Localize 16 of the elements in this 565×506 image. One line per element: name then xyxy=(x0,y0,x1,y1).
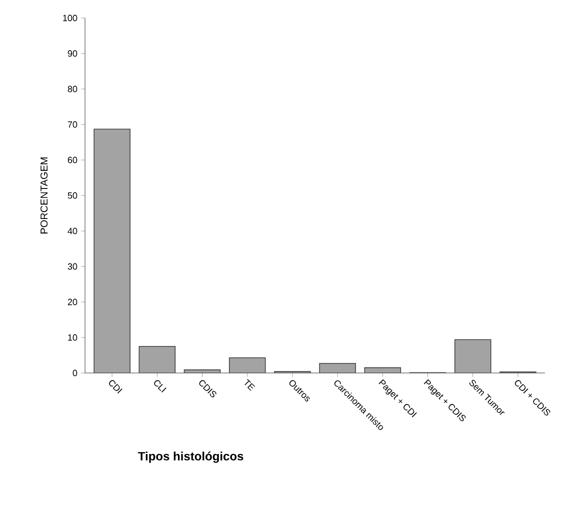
y-tick-label: 0 xyxy=(72,370,78,376)
x-axis-title: Tipos histológicos xyxy=(138,452,244,463)
y-tick-label: 60 xyxy=(68,156,78,164)
y-tick-label: 20 xyxy=(68,298,78,306)
y-tick-label: 70 xyxy=(68,121,78,128)
y-tick-label: 30 xyxy=(68,263,78,270)
y-tick-label: 10 xyxy=(68,334,78,341)
x-tick-label: TE xyxy=(244,378,256,391)
y-axis-title: PORCENTAGEM xyxy=(40,158,48,234)
x-tick-label: CDI xyxy=(109,380,122,394)
y-tick-label: 50 xyxy=(68,192,78,199)
y-tick-label: 90 xyxy=(68,50,78,57)
y-tick-label: 40 xyxy=(68,228,78,234)
x-tick-label: CLI xyxy=(154,380,166,392)
y-tick-label: 100 xyxy=(63,14,78,22)
y-tick-label: 80 xyxy=(68,86,78,92)
